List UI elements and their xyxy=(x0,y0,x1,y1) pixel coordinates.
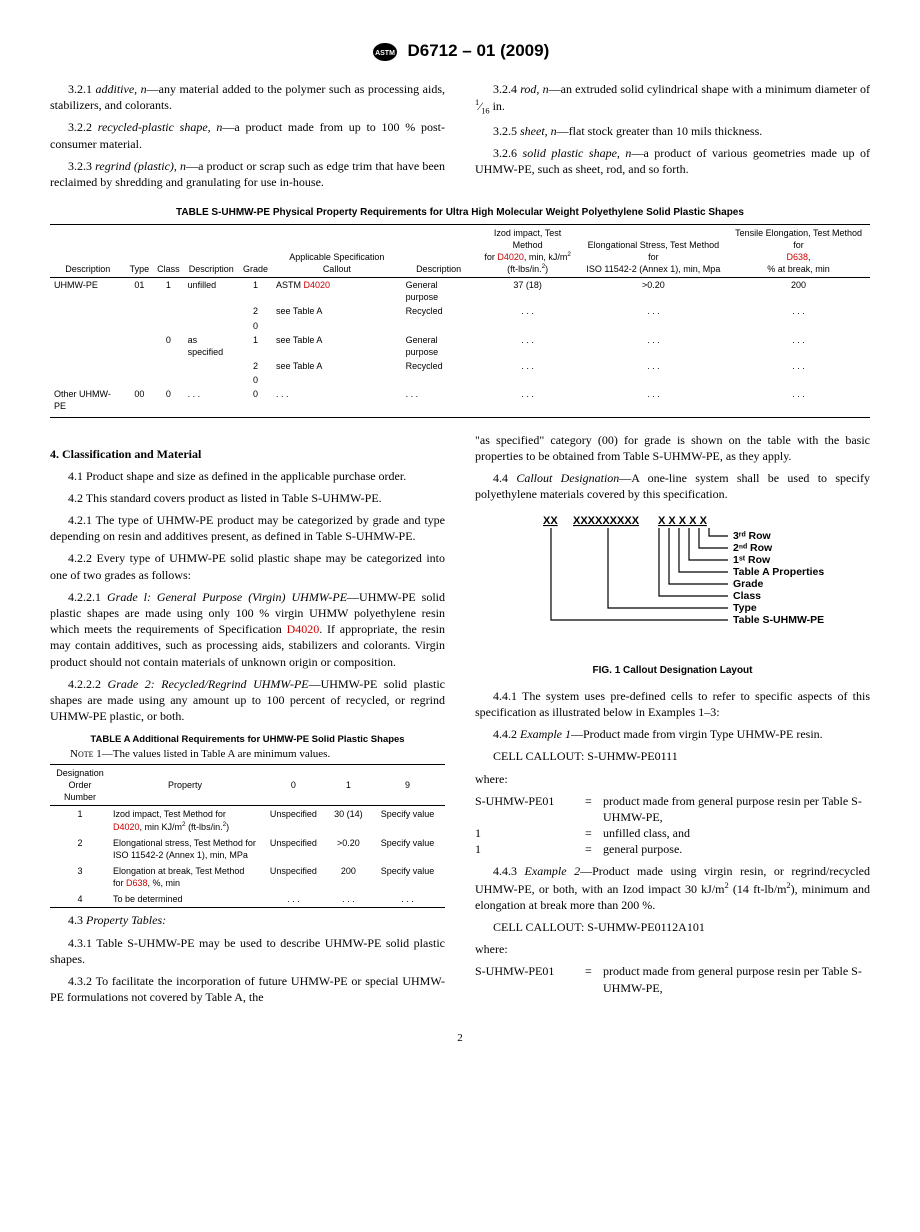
table-row: 2see Table ARecycled. . .. . .. . . xyxy=(50,359,870,373)
table-row: UHMW-PE011unfilled1ASTM D4020General pur… xyxy=(50,278,870,305)
table-row: 2Elongational stress, Test Method for IS… xyxy=(50,835,445,863)
p42: 4.2 This standard covers product as list… xyxy=(50,490,445,506)
svg-text:X X X X X: X X X X X xyxy=(658,515,708,527)
th-grade: Grade xyxy=(239,224,272,278)
table-a-note: Note 1—The values listed in Table A are … xyxy=(50,747,445,762)
th-izod: Izod impact, Test Methodfor D4020, min, … xyxy=(476,224,580,278)
table-s-uhmw-pe: Description Type Class Description Grade… xyxy=(50,224,870,418)
rcol-continued: "as specified" category (00) for grade i… xyxy=(475,432,870,464)
p442: 4.4.2 Example 1—Product made from virgin… xyxy=(475,726,870,742)
table-row: 0as specified1see Table AGeneral purpose… xyxy=(50,333,870,359)
p431: 4.3.1 Table S-UHMW-PE may be used to des… xyxy=(50,935,445,967)
table-row: Other UHMW-PE000. . .0. . .. . .. . .. .… xyxy=(50,387,870,417)
where-label-2: where: xyxy=(475,941,870,957)
table-row: 0 xyxy=(50,373,870,387)
section-4-head: 4. Classification and Material xyxy=(50,446,445,462)
th-elong-stress: Elongational Stress, Test Method forISO … xyxy=(580,224,727,278)
th-desc3: Description xyxy=(402,224,476,278)
p442-callout: CELL CALLOUT: S-UHMW-PE0111 xyxy=(475,748,870,764)
svg-text:Class: Class xyxy=(733,590,761,602)
page-header: ASTM D6712 – 01 (2009) xyxy=(50,40,870,63)
def-regrind: 3.2.3 regrind (plastic), n—a product or … xyxy=(50,158,445,190)
def-solid-shape: 3.2.6 solid plastic shape, n—a product o… xyxy=(475,145,870,177)
p443: 4.4.3 Example 2—Product made using virgi… xyxy=(475,863,870,913)
th-desc2: Description xyxy=(184,224,239,278)
th-type: Type xyxy=(126,224,154,278)
p441: 4.4.1 The system uses pre-defined cells … xyxy=(475,688,870,720)
p4222: 4.2.2.2 Grade 2: Recycled/Regrind UHMW-P… xyxy=(50,676,445,725)
svg-text:3ʳᵈ Row: 3ʳᵈ Row xyxy=(733,530,772,542)
p422: 4.2.2 Every type of UHMW-PE solid plasti… xyxy=(50,550,445,582)
table-row: 2see Table ARecycled. . .. . .. . . xyxy=(50,304,870,318)
ta-h5: 9 xyxy=(370,765,445,806)
table-s-title: TABLE S-UHMW-PE Physical Property Requir… xyxy=(50,206,870,220)
callout-diagram: XX XXXXXXXXX X X X X X 3ʳᵈ Row 2ⁿᵈ Row 1… xyxy=(503,510,843,660)
table-a: Designation Order Number Property 0 1 9 … xyxy=(50,764,445,908)
page-number: 2 xyxy=(50,1031,870,1046)
where-label-1: where: xyxy=(475,771,870,787)
svg-text:1ˢᵗ Row: 1ˢᵗ Row xyxy=(733,554,771,566)
svg-text:2ⁿᵈ Row: 2ⁿᵈ Row xyxy=(733,542,773,554)
def-recycled: 3.2.2 recycled-plastic shape, n—a produc… xyxy=(50,119,445,151)
def-additive: 3.2.1 additive, n—any material added to … xyxy=(50,81,445,113)
th-callout: Applicable Specification Callout xyxy=(272,224,402,278)
svg-text:XX: XX xyxy=(543,515,558,527)
p41: 4.1 Product shape and size as defined in… xyxy=(50,468,445,484)
where-block-2: S-UHMW-PE01=product made from general pu… xyxy=(475,963,870,995)
svg-text:ASTM: ASTM xyxy=(375,50,395,57)
svg-text:Grade: Grade xyxy=(733,578,764,590)
th-class: Class xyxy=(153,224,184,278)
table-row: 3Elongation at break, Test Method for D6… xyxy=(50,863,445,891)
th-desc1: Description xyxy=(50,224,126,278)
fig1-caption: FIG. 1 Callout Designation Layout xyxy=(475,664,870,678)
ta-h3: 0 xyxy=(260,765,327,806)
svg-text:XXXXXXXXX: XXXXXXXXX xyxy=(573,515,640,527)
table-row: 1Izod impact, Test Method for D4020, min… xyxy=(50,806,445,835)
svg-text:Table S-UHMW-PE: Table S-UHMW-PE xyxy=(733,614,824,626)
ta-h2: Property xyxy=(110,765,260,806)
table-row: 0 xyxy=(50,319,870,333)
p443-callout: CELL CALLOUT: S-UHMW-PE0112A101 xyxy=(475,919,870,935)
definitions-row: 3.2.1 additive, n—any material added to … xyxy=(50,81,870,196)
svg-text:Table A Properties: Table A Properties xyxy=(733,566,824,578)
body-columns: 4. Classification and Material 4.1 Produ… xyxy=(50,432,870,1012)
where-block-1: S-UHMW-PE01=product made from general pu… xyxy=(475,793,870,858)
def-rod: 3.2.4 rod, n—an extruded solid cylindric… xyxy=(475,81,870,117)
table-row: 4To be determined. . .. . .. . . xyxy=(50,891,445,908)
th-tensile: Tensile Elongation, Test Method forD638,… xyxy=(727,224,870,278)
ta-h4: 1 xyxy=(327,765,370,806)
header-designation: D6712 – 01 (2009) xyxy=(407,41,549,60)
svg-text:Type: Type xyxy=(733,602,757,614)
p43: 4.3 Property Tables: xyxy=(50,912,445,928)
def-sheet: 3.2.5 sheet, n—flat stock greater than 1… xyxy=(475,123,870,139)
p44: 4.4 Callout Designation—A one-line syste… xyxy=(475,470,870,502)
p432: 4.3.2 To facilitate the incorporation of… xyxy=(50,973,445,1005)
ta-h1: Designation Order Number xyxy=(50,765,110,806)
table-a-title: TABLE A Additional Requirements for UHMW… xyxy=(50,734,445,747)
astm-logo-icon: ASTM xyxy=(371,41,399,63)
p421: 4.2.1 The type of UHMW-PE product may be… xyxy=(50,512,445,544)
p4221: 4.2.2.1 Grade l: General Purpose (Virgin… xyxy=(50,589,445,670)
